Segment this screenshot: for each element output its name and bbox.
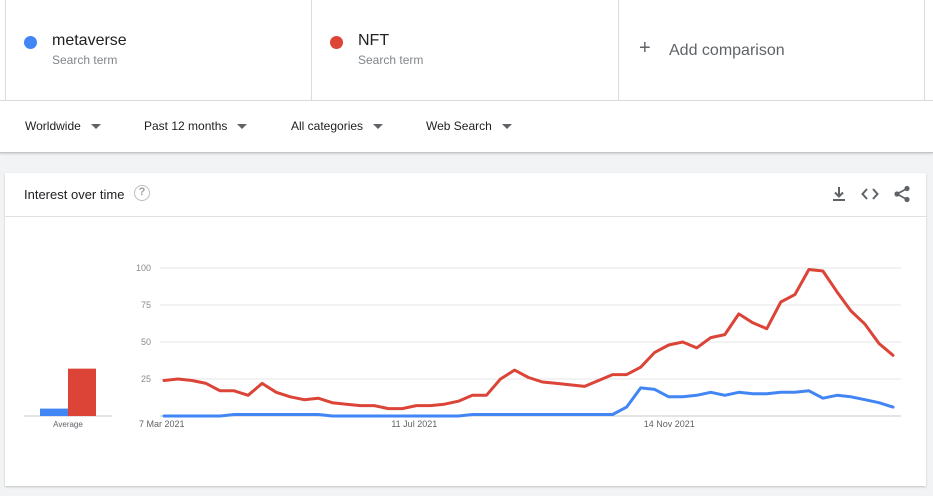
card-title: Interest over time (24, 187, 125, 202)
x-axis-ticks: 7 Mar 2021 11 Jul 2021 14 Nov 2021 (139, 419, 695, 429)
y-tick-label: 100 (136, 263, 151, 273)
chevron-down-icon (237, 123, 248, 129)
share-icon[interactable] (893, 185, 911, 203)
add-comparison-button[interactable]: + Add comparison (619, 0, 925, 101)
interest-chart: Average 100 75 50 25 7 Mar 2021 11 Jul 2021 1… (24, 263, 901, 429)
x-tick-label: 14 Nov 2021 (644, 419, 695, 429)
card-header: Interest over time ? (5, 173, 926, 217)
y-tick-label: 50 (141, 337, 151, 347)
add-comparison-label: Add comparison (669, 42, 785, 59)
plus-icon: + (639, 37, 651, 59)
term-card-nft[interactable]: NFT Search term (312, 0, 619, 101)
term-type: Search term (52, 53, 118, 67)
y-axis-ticks: 100 75 50 25 (136, 263, 151, 384)
region-value: Worldwide (25, 119, 81, 133)
average-bar-metaverse[interactable] (40, 408, 68, 416)
series-line-metaverse[interactable] (162, 386, 895, 418)
y-tick-label: 75 (141, 300, 151, 310)
search-property-dropdown[interactable]: Web Search (426, 119, 512, 133)
search-property-value: Web Search (426, 119, 492, 133)
average-label: Average (53, 420, 83, 429)
average-bar-nft[interactable] (68, 368, 96, 416)
series-line-nft[interactable] (162, 268, 895, 411)
chart-lines (162, 268, 895, 418)
chevron-down-icon (501, 123, 512, 129)
chevron-down-icon (90, 123, 101, 129)
search-terms-bar: metaverse Search term NFT Search term + … (0, 0, 933, 101)
embed-code-icon[interactable] (861, 185, 879, 203)
category-value: All categories (291, 119, 364, 133)
y-tick-label: 25 (141, 374, 151, 384)
question-circle-icon[interactable]: ? (134, 185, 150, 201)
time-range-value: Past 12 months (144, 119, 228, 133)
chevron-down-icon (373, 123, 384, 129)
filter-bar: Worldwide Past 12 months All categories … (0, 101, 933, 153)
term-name[interactable]: NFT (358, 32, 390, 49)
x-tick-label: 11 Jul 2021 (391, 419, 437, 429)
series-color-dot (330, 36, 343, 49)
term-type: Search term (358, 53, 424, 67)
term-name[interactable]: metaverse (52, 32, 127, 49)
series-color-dot (24, 36, 37, 49)
term-card-metaverse[interactable]: metaverse Search term (5, 0, 312, 101)
interest-over-time-card: Interest over time ? Average 100 75 50 25 7… (5, 173, 926, 486)
category-dropdown[interactable]: All categories (291, 119, 384, 133)
average-bars: Average (24, 368, 112, 429)
download-icon[interactable] (830, 185, 848, 203)
region-dropdown[interactable]: Worldwide (25, 119, 101, 133)
time-range-dropdown[interactable]: Past 12 months (144, 119, 248, 133)
x-tick-label: 7 Mar 2021 (139, 419, 185, 429)
